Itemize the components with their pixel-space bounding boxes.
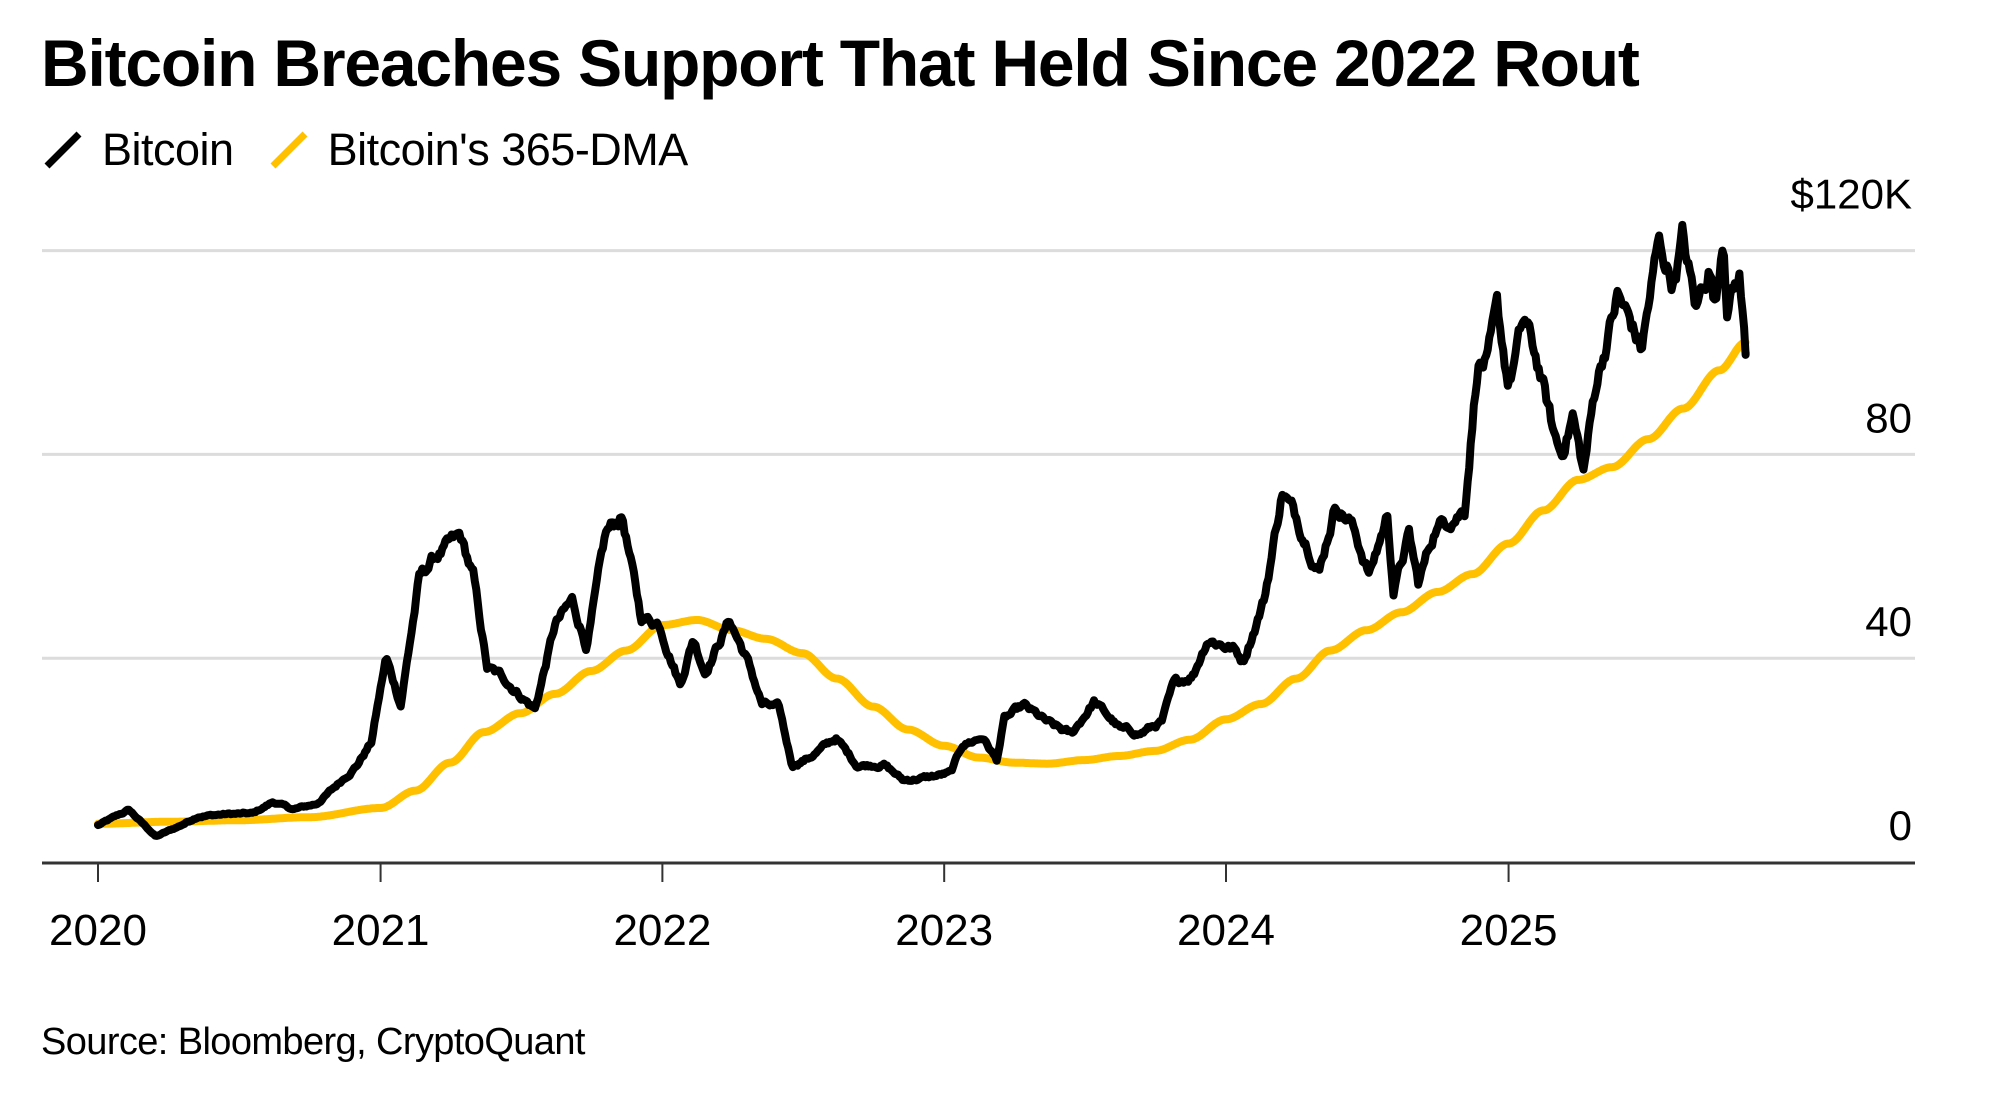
x-tick-label-2021: 2021 <box>332 906 430 955</box>
y-tick-label-80: 80 <box>1865 394 1912 441</box>
x-tick-label-2024: 2024 <box>1177 906 1275 955</box>
legend-label-365-dma: Bitcoin's 365-DMA <box>327 124 689 175</box>
legend-line-icon-365-dma <box>270 131 308 169</box>
y-tick-label-40: 40 <box>1865 598 1912 645</box>
legend-item-365-dma: Bitcoin's 365-DMA <box>268 124 688 176</box>
source-note: Source: Bloomberg, CryptoQuant <box>41 1021 585 1063</box>
chart-title: Bitcoin Breaches Support That Held Since… <box>41 26 1640 100</box>
legend-swatch-line <box>44 131 82 169</box>
series-line-bitcoin <box>94 220 1750 840</box>
series-lines <box>94 220 1750 840</box>
x-tick-label-2023: 2023 <box>895 906 993 955</box>
legend: Bitcoin Bitcoin's 365-DMA <box>42 124 722 176</box>
legend-swatch-line <box>270 131 308 169</box>
x-axis: 2020 2021 2022 2023 2024 2025 <box>42 861 1915 955</box>
y-tick-label-0: 0 <box>1889 802 1912 849</box>
x-tick-label-2022: 2022 <box>613 906 711 955</box>
x-tick-label-2020: 2020 <box>49 906 147 955</box>
legend-label-bitcoin: Bitcoin <box>102 124 234 175</box>
y-tick-label-120: $120K <box>1791 171 1912 218</box>
y-axis-labels: 0 40 80 $120K <box>1791 171 1912 849</box>
gridlines <box>42 249 1915 660</box>
legend-item-bitcoin: Bitcoin <box>42 124 234 176</box>
legend-line-icon-bitcoin <box>44 131 82 169</box>
x-tick-label-2025: 2025 <box>1460 906 1558 955</box>
series-line-365-dma <box>94 338 1750 828</box>
